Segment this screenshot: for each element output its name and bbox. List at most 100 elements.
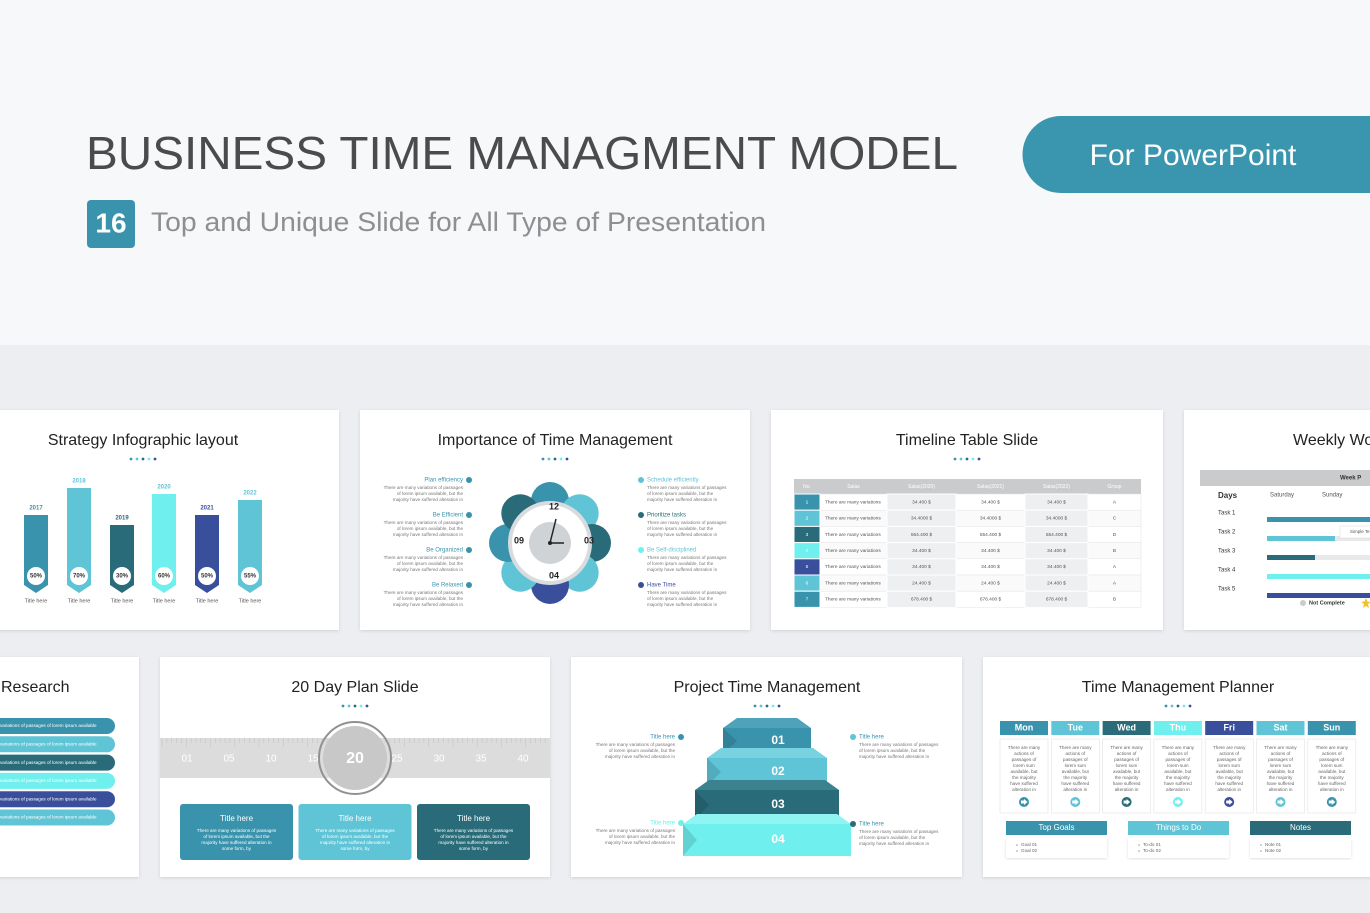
plan-body: There are many variations of passages (434, 828, 514, 833)
table-cell: C (1113, 516, 1117, 522)
item-dot (466, 582, 472, 588)
day-header (1307, 721, 1356, 735)
day-body: passages of (1166, 757, 1191, 762)
table-cell: 3 (806, 532, 809, 538)
table-cell: 34.4000 $ (911, 516, 933, 522)
research-pill (0, 809, 115, 826)
day-body: alteration in (1217, 787, 1241, 792)
research-pill (0, 791, 115, 808)
plan-body: some form, by (222, 846, 252, 851)
week-label: Week P (1340, 476, 1361, 482)
item-body: There are many variations of passages (647, 520, 727, 525)
column-header: Salas(2020) (908, 484, 935, 490)
day-name: Sun (1323, 722, 1340, 732)
day-body: lorem sum (1167, 763, 1189, 768)
day-body: There are many (1213, 745, 1246, 750)
table-cell: 34.4000 $ (1046, 516, 1068, 522)
day-body: the majority (1063, 775, 1087, 780)
day-name: Tue (1068, 722, 1083, 732)
title-dot (959, 457, 963, 461)
list-title: Things to Do (1156, 823, 1202, 832)
title-dot (765, 704, 769, 708)
main-title: BUSINESS TIME MANAGMENT MODEL (86, 127, 958, 179)
day-header (1153, 721, 1202, 735)
table-cell: 4 (806, 548, 809, 554)
plan-body: majority have suffered alteration in (201, 840, 272, 845)
plan-title: Title here (338, 814, 372, 823)
day-label: Saturday (1270, 493, 1294, 499)
plan-body: There are many variations of passages (315, 828, 395, 833)
title-dot (759, 704, 763, 708)
cta-label[interactable]: For PowerPoint (1090, 139, 1297, 172)
list-box (1128, 838, 1229, 858)
plan-box (298, 804, 412, 860)
item-body: majority have suffered alteration in (393, 567, 464, 572)
list-item: Note 02 (1265, 848, 1282, 853)
table-cell: A (1113, 564, 1117, 570)
day-body: alteration in (1012, 787, 1036, 792)
table-cell: 24.400 $ (912, 580, 931, 586)
day-body: the majority (1217, 775, 1241, 780)
pyramid-top (683, 814, 851, 824)
table-cell: 34.4000 $ (980, 516, 1002, 522)
list-bullet (1260, 844, 1262, 846)
year: 2020 (157, 485, 171, 491)
pyramid-side (707, 758, 721, 786)
table-cell: 24.400 $ (981, 580, 1000, 586)
research-item: variations of passages of lorem ipsum av… (0, 815, 97, 820)
item-body: There are many variations of passages (384, 485, 464, 490)
cta-button[interactable] (1022, 116, 1370, 193)
day-body: actions of (1117, 751, 1137, 756)
day-body: alteration in (1115, 787, 1139, 792)
year: 2017 (29, 506, 43, 512)
day-body: actions of (1065, 751, 1085, 756)
task-label: Task 5 (1218, 587, 1236, 593)
day-tick: 10 (265, 754, 277, 765)
day-arrow-icon (1021, 799, 1028, 805)
list-header (1128, 821, 1229, 835)
column-header: Salas(2021) (977, 484, 1004, 490)
level-label: 01 (771, 733, 785, 747)
table-cell: 34.400 $ (912, 548, 931, 554)
task-bar (1267, 574, 1370, 579)
research-pill (0, 754, 115, 771)
list-title: Notes (1290, 823, 1311, 832)
subtitle: Top and Unique Slide for All Type of Pre… (151, 207, 766, 237)
plan-body: There are many variations of passages (197, 828, 277, 833)
day-body: There are many (1316, 745, 1349, 750)
day-body: have suffered (1267, 781, 1295, 786)
table-cell: 34.400 $ (1047, 499, 1066, 505)
clock-number: 12 (549, 501, 559, 511)
note-body: majority have suffered alteration in (605, 754, 676, 759)
day-body: have suffered (1010, 781, 1038, 786)
table-cell: 34.400 $ (912, 499, 931, 505)
legend-star (1361, 598, 1370, 608)
clock-hand (549, 518, 557, 544)
plan-body: of lorem ipsum available, but the (440, 834, 507, 839)
day-body: have suffered (1061, 781, 1089, 786)
title-dot (153, 457, 157, 461)
day-header (1102, 721, 1151, 735)
day-name: Sat (1273, 722, 1287, 732)
table-cell: 554.400 $ (1046, 532, 1068, 538)
table-cell: 34.400 $ (912, 564, 931, 570)
list-item: Goal 01 (1021, 842, 1038, 847)
item-dot (466, 512, 472, 518)
days-label: Days (1218, 491, 1238, 500)
note-dot (850, 821, 856, 827)
item-body: of lorem ipsum available, but the (647, 491, 714, 496)
day-body: There are many (1059, 745, 1092, 750)
day-body: the majority (1269, 775, 1293, 780)
percent: 50% (30, 574, 43, 580)
day-body: the majority (1012, 775, 1036, 780)
day-header (1000, 721, 1048, 735)
task-bar (1267, 593, 1370, 598)
day-body: passages of (1268, 757, 1293, 762)
item-body: majority have suffered alteration in (393, 532, 464, 537)
slide-title: Weekly Wo (1293, 432, 1370, 449)
table-cell: 2 (806, 516, 809, 522)
day-name: Wed (1117, 722, 1136, 732)
day-body: have suffered (1113, 781, 1141, 786)
